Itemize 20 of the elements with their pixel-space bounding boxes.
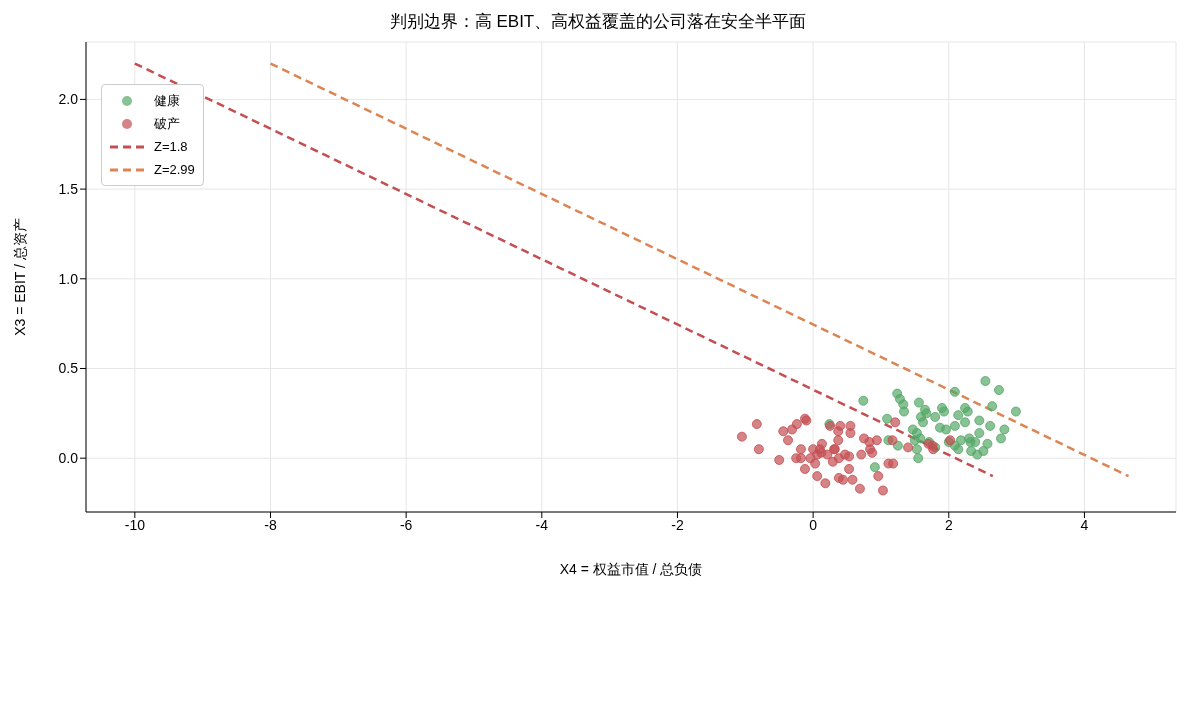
x-tick-label: -4 bbox=[535, 516, 549, 533]
legend-label: 健康 bbox=[154, 91, 180, 110]
y-tick-label: 2.0 bbox=[58, 91, 79, 108]
y-tick-label: 0.0 bbox=[58, 450, 79, 467]
y-tick-label: 0.5 bbox=[58, 360, 79, 377]
x-tick-label: -6 bbox=[399, 516, 413, 533]
y-tick-label: 1.0 bbox=[58, 270, 79, 287]
legend-label: 破产 bbox=[154, 114, 180, 133]
x-tick-label: -10 bbox=[124, 516, 146, 533]
x-tick-label: 2 bbox=[944, 516, 953, 533]
x-axis-title: X4 = 权益市值 / 总负债 bbox=[559, 561, 703, 577]
legend-label: Z=2.99 bbox=[154, 162, 195, 177]
chart-title: 判别边界：高 EBIT、高权益覆盖的公司落在安全半平面 bbox=[388, 11, 808, 33]
y-axis-title: X3 = EBIT / 总资产 bbox=[11, 218, 28, 336]
x-tick-label: -2 bbox=[671, 516, 684, 533]
y-tick-label: 1.5 bbox=[58, 181, 79, 198]
x-tick-label: -8 bbox=[264, 516, 277, 533]
x-tick-label: 0 bbox=[809, 516, 818, 533]
legend-label: Z=1.8 bbox=[154, 139, 188, 154]
x-tick-label: 4 bbox=[1080, 516, 1089, 533]
